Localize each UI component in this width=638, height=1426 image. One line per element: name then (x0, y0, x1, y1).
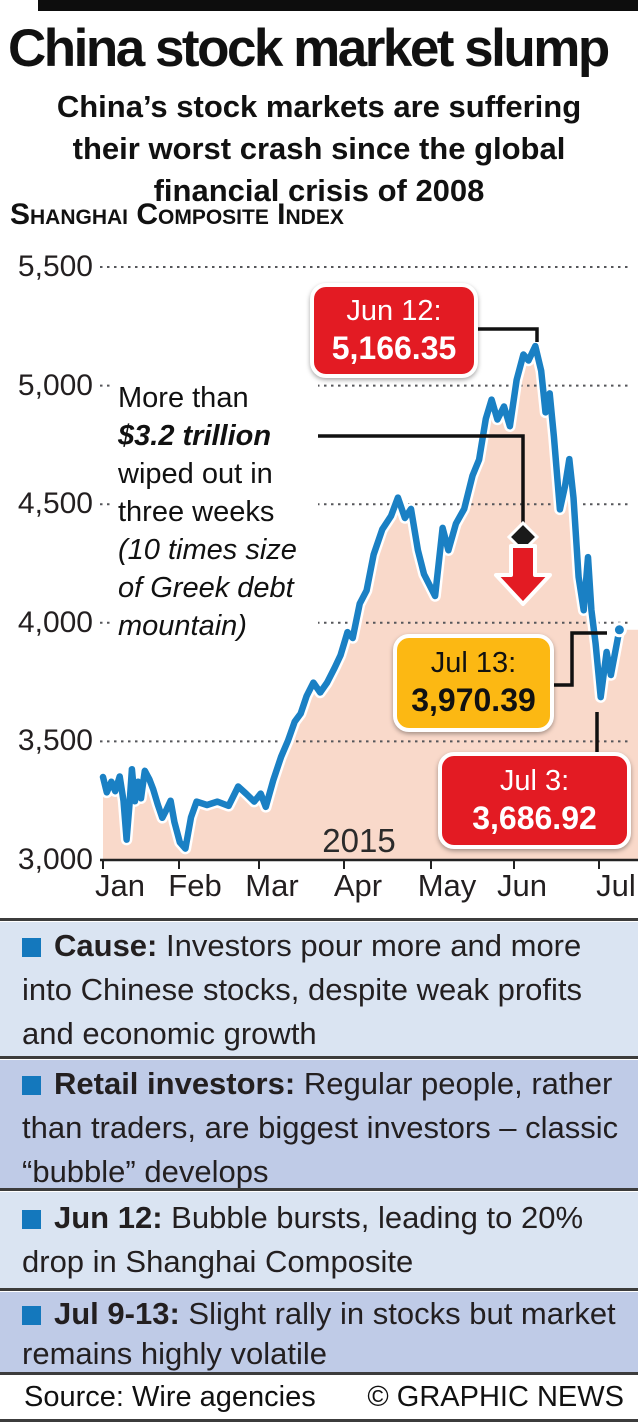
annotation-line: wiped out in (118, 458, 273, 490)
divider-rule (0, 1288, 638, 1291)
top-bar (38, 0, 638, 11)
y-axis-label: 4,500 (17, 487, 93, 520)
badge-date: Jun 12: (346, 294, 442, 327)
x-axis (100, 858, 638, 869)
section-text: Bubble bursts, leading to 20% drop in Sh… (22, 1200, 584, 1279)
divider-rule (0, 1372, 638, 1375)
footer: Source: Wire agencies © GRAPHIC NEWS (0, 1376, 638, 1419)
bullet-square-icon (22, 1076, 41, 1095)
year-label: 2015 (322, 822, 396, 859)
section-jun12: Jun 12: Bubble bursts, leading to 20% dr… (0, 1192, 638, 1288)
badge-date: Jul 3: (499, 764, 570, 797)
bullet-square-icon (22, 1210, 41, 1229)
jun12-connector-line (478, 327, 539, 342)
section-text: Regular people, rather than traders, are… (22, 1066, 619, 1189)
divider-rule (0, 918, 638, 921)
bullet-square-icon (22, 938, 41, 957)
annotation-line: (10 times size (118, 534, 297, 566)
divider-rule (0, 1188, 638, 1191)
annotation-line: three weeks (118, 496, 275, 528)
subtitle-line: financial crisis of 2008 (153, 173, 485, 208)
y-axis-label: 4,000 (17, 606, 93, 639)
graphic-news-credit: © GRAPHIC NEWS (367, 1381, 624, 1413)
badge-value: 3,686.92 (472, 799, 597, 836)
x-axis-label: Jul (596, 868, 636, 903)
page-title: China stock market slump (8, 19, 610, 78)
badge-date: Jul 13: (430, 647, 517, 680)
x-axis-label: Jan (95, 868, 145, 903)
annotation-line: $3.2 trillion (118, 420, 272, 452)
jun12-value-badge: Jun 12: 5,166.35 (310, 283, 478, 378)
annotation-line: mountain) (118, 610, 247, 642)
section-text: Investors pour more and more into Chines… (22, 928, 582, 1051)
crash-arrow-icon (494, 544, 552, 606)
jul3-value-badge: Jul 3: 3,686.92 (438, 752, 631, 849)
x-axis-label: Mar (245, 868, 299, 903)
badge-value: 5,166.35 (331, 329, 457, 366)
jul13-connector-line (553, 631, 607, 687)
section-lead: Retail investors: (54, 1066, 296, 1101)
section-jul913: Jul 9-13: Slight rally in stocks but mar… (0, 1292, 638, 1372)
section-text: Slight rally in stocks but market remain… (22, 1296, 616, 1371)
divider-rule (0, 1419, 638, 1422)
y-axis-label: 3,500 (17, 724, 93, 757)
x-axis-label: May (417, 868, 477, 903)
divider-rule (0, 1056, 638, 1059)
subtitle-line: their worst crash since the global (72, 131, 566, 166)
x-axis-label: Feb (168, 868, 222, 903)
section-retail-investors: Retail investors: Regular people, rather… (0, 1060, 638, 1189)
annotation-line: More than (118, 382, 249, 414)
subtitle: China’s stock markets are suffering thei… (0, 86, 638, 212)
bullet-square-icon (22, 1306, 41, 1325)
source-credit: Source: Wire agencies (24, 1381, 316, 1413)
index-line (97, 340, 627, 855)
section-lead: Jun 12: (54, 1200, 163, 1235)
badge-value: 3,970.39 (411, 682, 536, 719)
jul13-value-badge: Jul 13: 3,970.39 (393, 634, 554, 732)
section-lead: Cause: (54, 928, 158, 963)
y-axis-label: 5,500 (17, 250, 93, 283)
connectors (312, 327, 607, 752)
x-axis-label: Apr (333, 868, 383, 903)
annotation-text: More than $3.2 trillion wiped out in thr… (112, 379, 318, 645)
section-cause: Cause: Investors pour more and more into… (0, 922, 638, 1056)
section-lead: Jul 9-13: (54, 1296, 180, 1331)
x-axis-label: Jun (497, 868, 547, 903)
y-axis-label: 3,000 (17, 843, 93, 876)
annotation-line: of Greek debt (118, 572, 294, 604)
subtitle-line: China’s stock markets are suffering (56, 89, 582, 124)
trillion-connector-line (312, 434, 525, 526)
chart-heading: Shanghai Composite Index (10, 198, 344, 231)
y-axis-label: 5,000 (17, 369, 93, 402)
